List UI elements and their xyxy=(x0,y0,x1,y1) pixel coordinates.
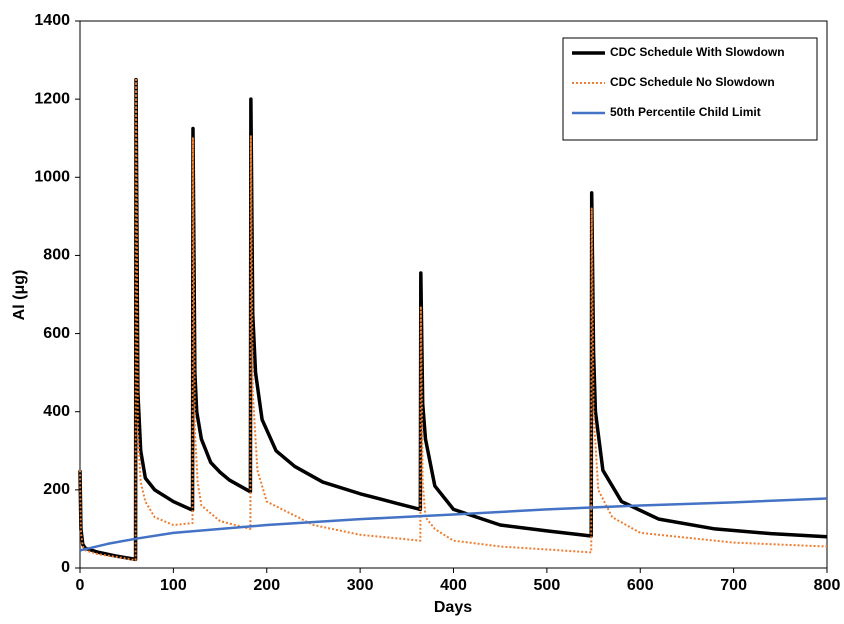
legend-label: CDC Schedule With Slowdown xyxy=(610,45,785,59)
x-tick-label: 300 xyxy=(347,577,374,594)
y-tick-label: 400 xyxy=(43,403,70,420)
y-tick-label: 200 xyxy=(43,481,70,498)
y-tick-label: 1400 xyxy=(34,12,70,29)
legend: CDC Schedule With Slowdown CDC Schedule N… xyxy=(572,45,785,119)
legend-box xyxy=(562,37,818,141)
legend-label: CDC Schedule No Slowdown xyxy=(610,75,775,89)
x-tick-label: 800 xyxy=(814,577,841,594)
y-tick-label: 1000 xyxy=(34,169,70,186)
x-tick-label: 100 xyxy=(160,577,187,594)
y-tick-label: 600 xyxy=(43,325,70,342)
x-tick-label: 600 xyxy=(627,577,654,594)
y-axis-title: Al (μg) xyxy=(11,270,28,321)
legend-label: 50th Percentile Child Limit xyxy=(610,105,761,119)
y-tick-label: 800 xyxy=(43,247,70,264)
x-tick-label: 500 xyxy=(534,577,561,594)
y-tick-label: 0 xyxy=(61,559,70,576)
series-line xyxy=(79,497,828,552)
x-axis-title: Days xyxy=(434,599,472,616)
y-tick-label: 1200 xyxy=(34,90,70,107)
x-tick-label: 400 xyxy=(440,577,467,594)
x-tick-label: 200 xyxy=(253,577,280,594)
x-tick-label: 700 xyxy=(720,577,747,594)
series-line xyxy=(79,78,828,562)
x-tick-label: 0 xyxy=(76,577,85,594)
